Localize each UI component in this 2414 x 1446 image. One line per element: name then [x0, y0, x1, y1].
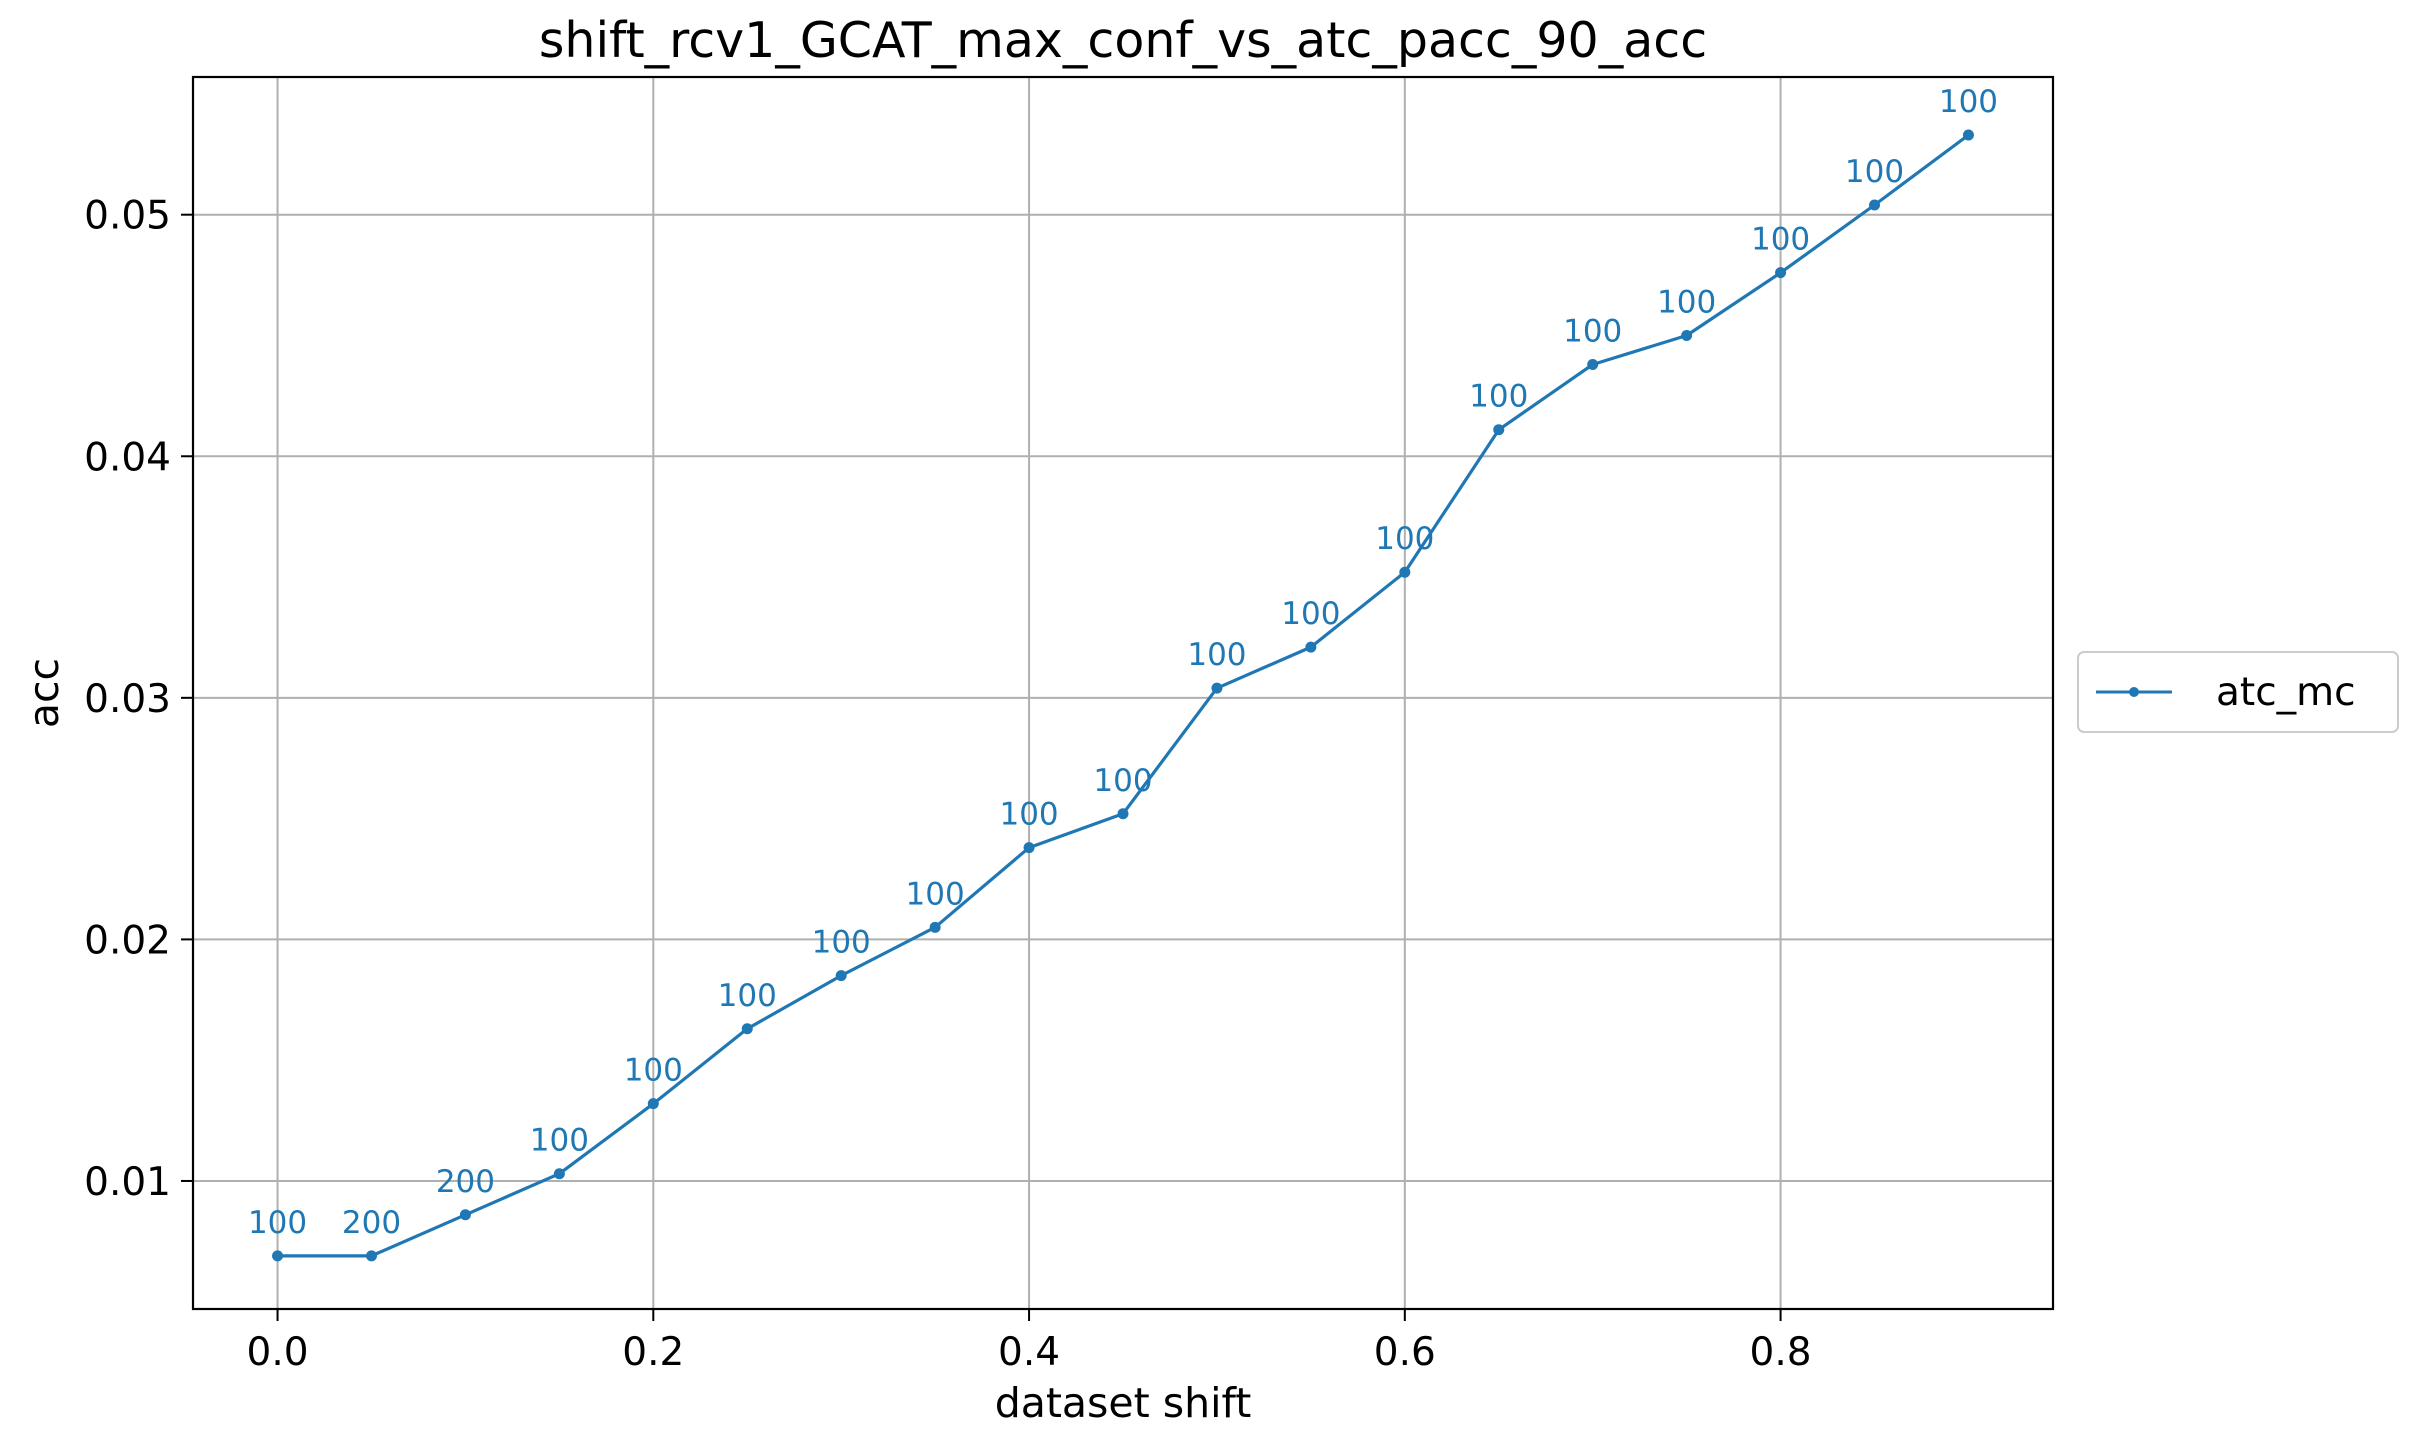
data-point-label: 100	[999, 797, 1058, 833]
data-point	[1305, 641, 1317, 653]
data-point	[272, 1250, 284, 1262]
data-point	[1211, 682, 1223, 694]
x-tick-label: 0.4	[998, 1330, 1060, 1375]
data-point-label: 100	[812, 925, 871, 961]
data-point-label: 100	[1845, 154, 1904, 190]
y-axis-label: acc	[20, 658, 68, 728]
x-tick-label: 0.8	[1750, 1330, 1812, 1375]
data-point	[553, 1168, 565, 1180]
data-point	[365, 1250, 377, 1262]
data-point	[929, 921, 941, 933]
data-point	[835, 970, 847, 982]
x-axis-label: dataset shift	[995, 1379, 1252, 1427]
legend: atc_mc	[2077, 651, 2399, 733]
x-tick-label: 0.2	[622, 1330, 684, 1375]
plot-frame	[191, 75, 2055, 1311]
data-point-label: 200	[436, 1164, 495, 1200]
data-point	[1587, 358, 1599, 370]
y-tick-label: 0.05	[84, 194, 171, 239]
data-point	[741, 1023, 753, 1035]
data-point-label: 100	[906, 876, 965, 912]
y-tick-label: 0.01	[84, 1160, 171, 1205]
data-point-label: 100	[1469, 379, 1528, 415]
data-point-label: 100	[1375, 521, 1434, 557]
x-tick-label: 0.6	[1374, 1330, 1436, 1375]
data-point-label: 100	[1563, 313, 1622, 349]
y-tick-label: 0.02	[84, 918, 171, 963]
data-point-label: 100	[624, 1053, 683, 1089]
data-point-label: 100	[1093, 763, 1152, 799]
data-point-label: 200	[342, 1205, 401, 1241]
x-tick-label: 0.0	[247, 1330, 309, 1375]
data-point-label: 100	[718, 978, 777, 1014]
data-point	[1775, 267, 1787, 279]
data-point	[459, 1209, 471, 1221]
data-point-label: 100	[1657, 284, 1716, 320]
data-point-label: 100	[1187, 637, 1246, 673]
data-point	[1117, 808, 1129, 820]
legend-entry-label: atc_mc	[2216, 670, 2356, 715]
data-point	[1399, 566, 1411, 578]
legend-box	[2077, 651, 2399, 733]
series-atc-mc	[272, 129, 1974, 1262]
data-point	[647, 1098, 659, 1110]
data-point-label: 100	[1939, 84, 1998, 120]
y-axis-ticks: 0.01 0.02 0.03 0.04 0.05	[84, 194, 193, 1205]
data-point-label: 100	[530, 1123, 589, 1159]
x-axis-ticks: 0.0 0.2 0.4 0.6 0.8	[247, 1309, 1812, 1375]
data-point-label: 100	[1751, 222, 1810, 258]
y-tick-label: 0.04	[84, 435, 171, 480]
legend-swatch-marker	[2129, 687, 2139, 697]
data-point	[1023, 842, 1035, 854]
chart-title: shift_rcv1_GCAT_max_conf_vs_atc_pacc_90_…	[539, 12, 1707, 69]
data-point-label: 100	[248, 1205, 307, 1241]
data-point	[1962, 129, 1974, 141]
data-point	[1869, 199, 1881, 211]
data-point	[1493, 424, 1505, 436]
data-point-label: 100	[1281, 596, 1340, 632]
data-point	[1681, 329, 1693, 341]
y-tick-label: 0.03	[84, 677, 171, 722]
data-labels: 100 200 200 100 100 100 100 100 100 100 100 100 100 1…	[248, 84, 1998, 1241]
grid	[193, 77, 2053, 1309]
